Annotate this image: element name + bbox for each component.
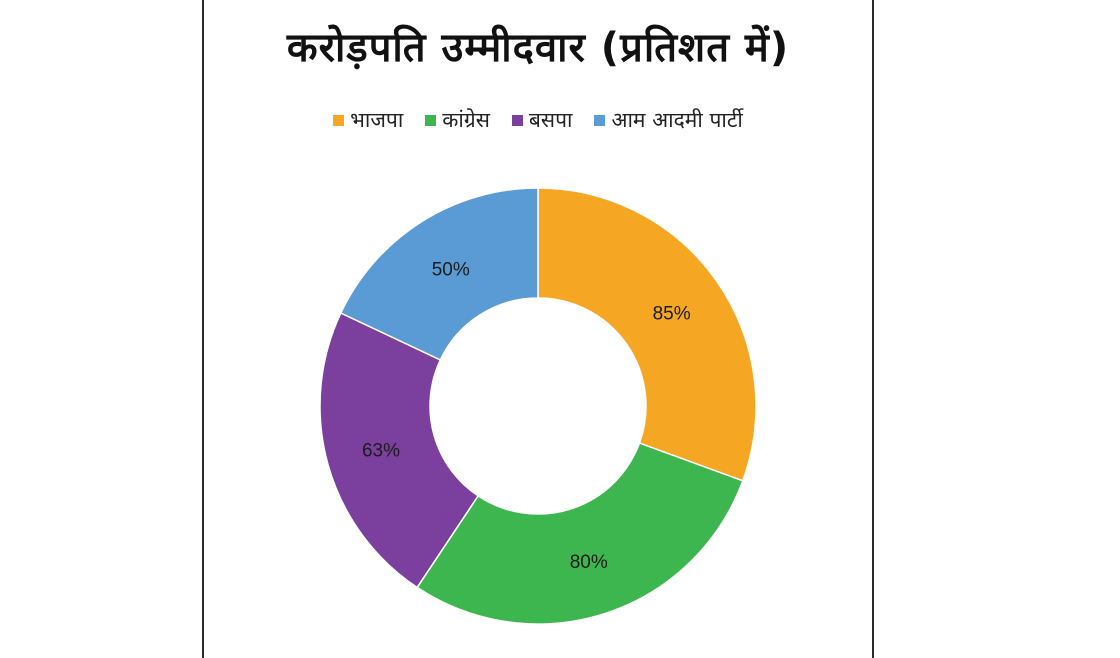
slice-bjp [537,187,757,482]
legend-swatch-bjp [333,114,345,126]
data-label-aap: 50% [432,259,470,280]
legend-label-congress: कांग्रेस [442,108,490,132]
chart-frame: करोड़पति उम्मीदवार (प्रतिशत में) भाजपा क… [202,0,874,658]
slice-aap [339,187,539,361]
legend-item-bsp: बसपा [511,106,573,134]
donut-chart: 85% 80% 63% 50% [319,187,757,625]
slice-congress [416,442,744,625]
legend-label-bsp: बसपा [528,108,573,132]
legend-item-bjp: भाजपा [333,106,403,134]
legend-swatch-bsp [511,114,523,126]
legend-swatch-congress [425,114,437,126]
data-label-bjp: 85% [653,304,691,325]
data-label-congress: 80% [570,552,608,573]
slice-bsp [319,312,480,589]
chart-title: करोड़पति उम्मीदवार (प्रतिशत में) [286,25,790,71]
legend-swatch-aap [594,114,606,126]
legend-item-congress: कांग्रेस [425,106,490,134]
legend-item-aap: आम आदमी पार्टी [594,106,743,134]
data-label-bsp: 63% [362,441,400,462]
legend-label-aap: आम आदमी पार्टी [611,108,743,132]
legend-label-bjp: भाजपा [350,108,404,132]
chart-legend: भाजपा कांग्रेस बसपा आम आदमी पार्टी [204,106,872,134]
